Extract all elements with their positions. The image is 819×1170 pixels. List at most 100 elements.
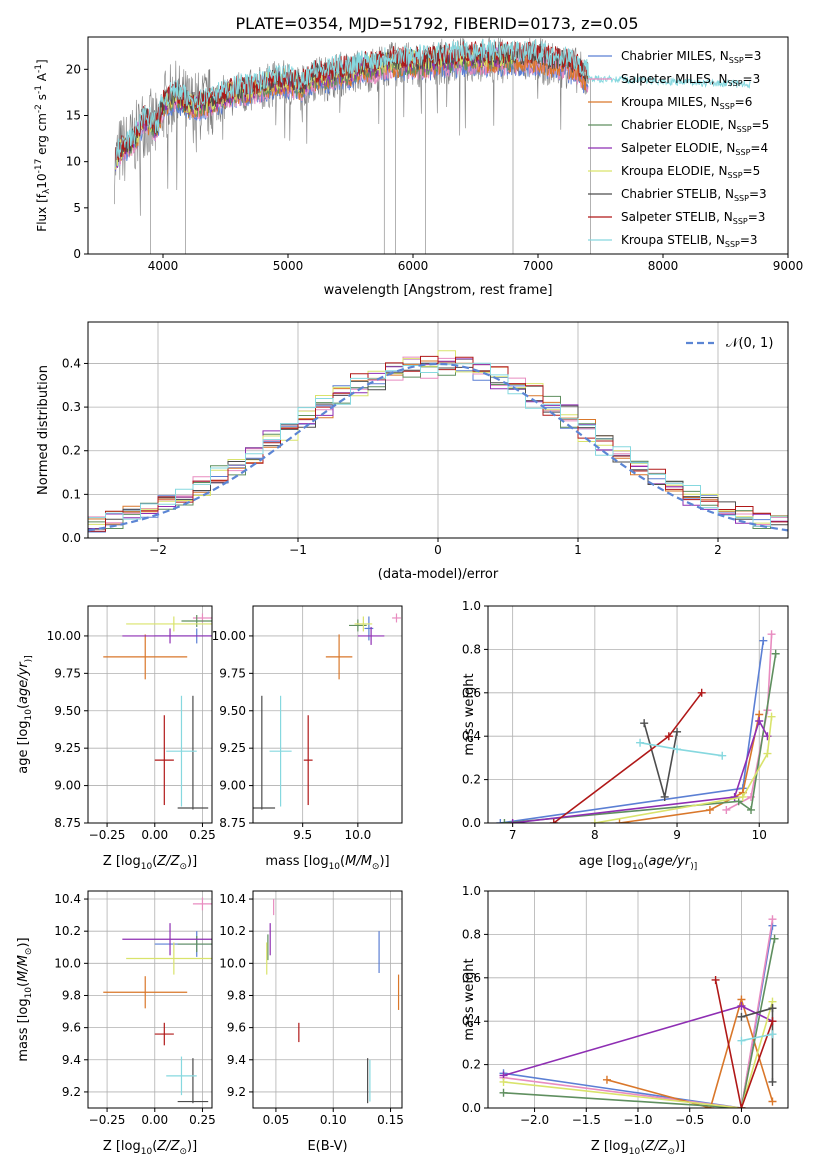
y-tick-label: 15 (66, 108, 81, 122)
x-tick-label: 9 (673, 828, 681, 842)
spectrum-lines (114, 37, 751, 254)
plus-marker (718, 751, 727, 760)
plus-marker (711, 975, 720, 984)
errorbar-point (166, 1056, 197, 1096)
x-axis-label-text: Z/Z (156, 1139, 180, 1154)
y-tick-label: 9.2 (227, 1085, 246, 1099)
mass_vs_ebv-points (266, 899, 400, 1104)
plus-marker (737, 1036, 746, 1045)
y-tick-label: 0.2 (462, 773, 481, 787)
residuals-ticks: −2 −1 0 1 2 0.0 0.1 0.2 0.3 0.4 (62, 321, 789, 557)
errorbar-point (154, 715, 174, 806)
legend-entry: Salpeter MILES, NSSP=3 (621, 72, 760, 88)
label-text: Flux [f (35, 193, 49, 231)
errorbar-point (103, 976, 188, 1009)
errorbar-point (325, 634, 353, 680)
mass_vs_Z-ticks: −0.25 0.00 0.25 9.2 9.4 9.6 9.8 10.0 10.2 10.4 (54, 890, 216, 1127)
x-tick-label: 0.00 (141, 1113, 168, 1127)
y-tick-label: 20 (66, 62, 81, 76)
errorbar-point (103, 634, 188, 680)
x-tick-label: 7 (509, 828, 517, 842)
errorbar-point (166, 695, 197, 807)
legend-entry-sub: SSP (735, 148, 750, 157)
y-tick-label: 0.8 (462, 927, 481, 941)
plus-marker (763, 749, 772, 758)
y-tick-label: 9.25 (54, 741, 81, 755)
y-tick-label: 9.8 (62, 988, 81, 1002)
x-tick-label: 9000 (773, 259, 804, 273)
weight-line (643, 722, 678, 798)
plot-frame (87, 890, 213, 1109)
weight-series (737, 1030, 777, 1045)
legend-entry: Chabrier MILES, NSSP=3 (621, 49, 761, 65)
y-tick-label: 9.50 (219, 704, 246, 718)
label-sup: -1 (34, 64, 44, 73)
x-axis-label-text: age/yr (649, 854, 692, 869)
label-text: ] (35, 59, 49, 64)
x-axis-label-sub: ⊙ (179, 1147, 187, 1157)
weight-line (619, 714, 760, 823)
errorbar-point (392, 613, 401, 623)
errorbar-point (177, 936, 212, 953)
plus-marker (500, 819, 509, 823)
weight-series (590, 712, 776, 823)
y-axis-label-text: ( (16, 704, 31, 709)
x-axis-label-text: Z [log (591, 1139, 629, 1154)
x-tick-label: 0.05 (263, 1113, 290, 1127)
x-axis-label-sub: 10 (329, 862, 341, 872)
x-axis-label-text: Z/Z (156, 854, 180, 869)
y-tick-label: 0.4 (62, 356, 81, 370)
y-axis-label-sub: 10 (24, 709, 34, 721)
plus-marker (615, 819, 624, 823)
errorbar-point (349, 619, 367, 632)
y-tick-label: 8.75 (54, 816, 81, 830)
plus-marker (673, 727, 682, 736)
legend-entry-text: Kroupa MILES, N (621, 95, 720, 109)
weight-line (512, 718, 769, 823)
y-tick-label: 9.8 (227, 988, 246, 1002)
y-axis-label: mass weight (462, 673, 477, 755)
figure-title: PLATE=0354, MJD=51792, FIBERID=0173, z=0… (235, 14, 638, 33)
y-tick-label: 0.4 (462, 1014, 481, 1028)
plus-marker (508, 819, 517, 823)
plus-marker (768, 1077, 777, 1086)
x-tick-label: 2 (714, 543, 722, 557)
legend-entry-text: =6 (735, 95, 753, 109)
weight-series (549, 688, 706, 823)
y-tick-label: 5 (73, 201, 81, 215)
legend-entry: Salpeter ELODIE, NSSP=4 (621, 141, 768, 157)
x-axis-label: Z [log10(Z/Z⊙)] (103, 854, 197, 872)
legend-entry-text: =3 (748, 210, 766, 224)
x-axis-label: E(B-V) (307, 1139, 347, 1154)
x-axis-label-text: Z/Z (644, 1139, 668, 1154)
x-axis-label-text: )] (187, 1139, 197, 1154)
plus-marker (768, 1030, 777, 1039)
weight-line (714, 979, 774, 1108)
x-axis-label-text: M/M (345, 854, 372, 869)
spectrum-ticks: 4000 5000 6000 7000 8000 9000 0 5 10 15 20 (66, 36, 804, 273)
y-tick-label: 8.75 (219, 816, 246, 830)
y-axis-label-text: mass [log (16, 998, 31, 1061)
weight-series (640, 719, 682, 801)
y-axis-label-sub: 10 (24, 987, 34, 999)
plus-marker (767, 712, 776, 721)
age_vs_mass-axes (253, 606, 402, 824)
y-tick-label: 1.0 (462, 884, 481, 898)
label-sup: -2 (34, 104, 44, 113)
legend-entry-text: Salpeter STELIB, N (621, 210, 733, 224)
plus-marker (640, 719, 649, 728)
y-tick-label: 9.6 (227, 1021, 246, 1035)
plus-marker (768, 915, 777, 924)
x-axis-label: age [log10(age/yr)] (579, 854, 697, 872)
plus-marker (737, 1104, 746, 1108)
label-text: erg cm (35, 113, 49, 159)
y-axis-label: mass weight (462, 958, 477, 1040)
weight_vs_age-ticks: 7 8 9 10 0.0 0.2 0.4 0.6 0.8 1.0 (462, 599, 789, 842)
normal-curve (88, 362, 788, 532)
x-axis-label-sub: 10 (629, 1147, 641, 1157)
model-spectrum-line (115, 54, 589, 172)
errorbar-point (122, 923, 212, 956)
y-tick-label: 0.0 (462, 816, 481, 830)
legend-entry: Kroupa ELODIE, NSSP=5 (621, 164, 760, 180)
legend-entry-text: =4 (750, 141, 768, 155)
